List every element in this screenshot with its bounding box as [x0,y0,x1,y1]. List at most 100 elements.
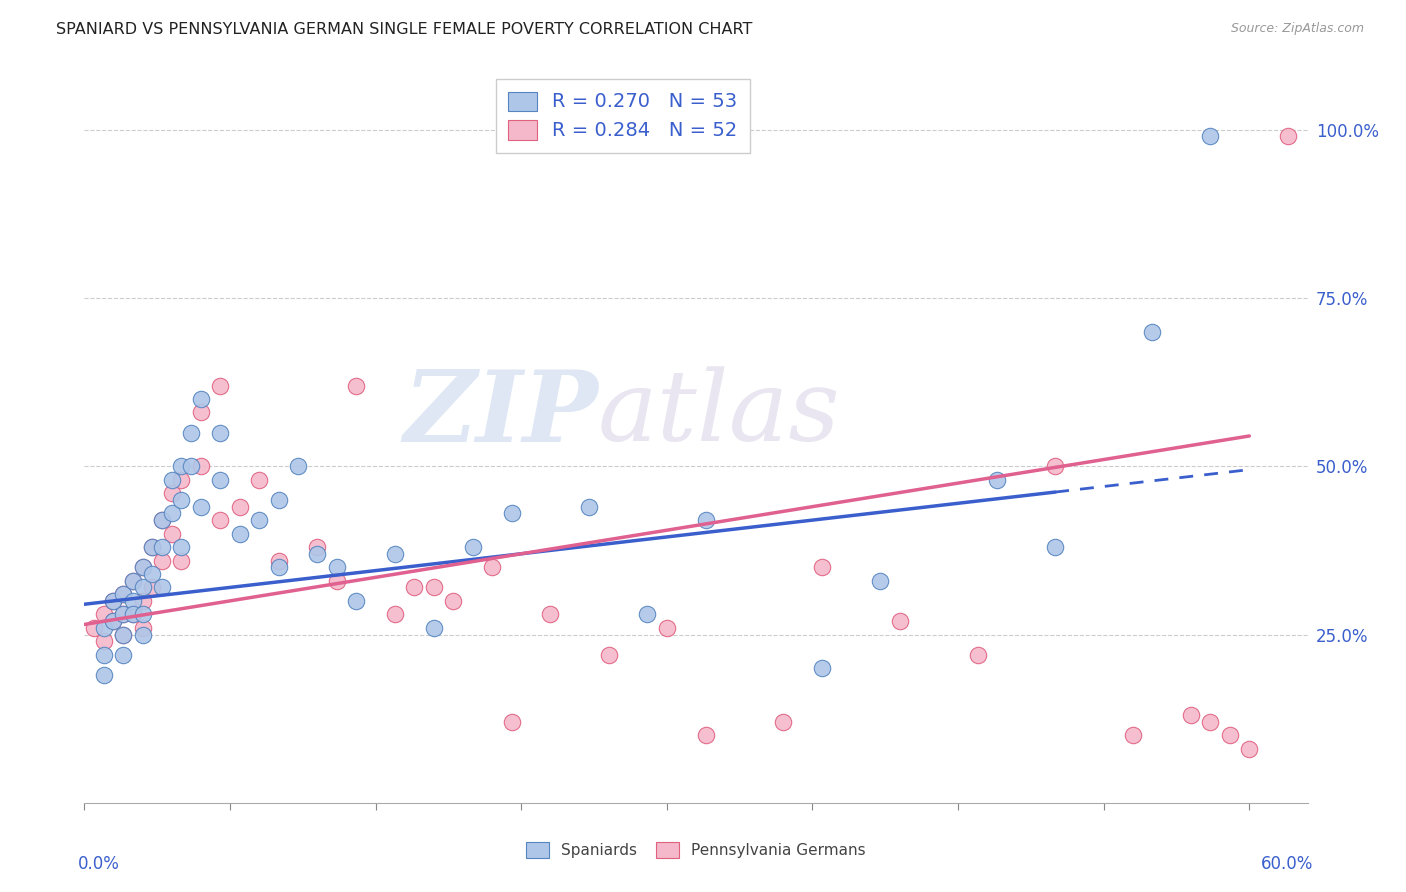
Point [103,614,125,628]
Point [93,607,115,622]
Point [141,540,163,554]
Text: 0.0%: 0.0% [79,855,120,872]
Point [122,607,145,622]
Point [209,425,232,440]
Y-axis label: Single Female Poverty: Single Female Poverty [0,348,7,517]
Text: SPANIARD VS PENNSYLVANIA GERMAN SINGLE FEMALE POVERTY CORRELATION CHART: SPANIARD VS PENNSYLVANIA GERMAN SINGLE F… [56,22,752,37]
Point [160,473,183,487]
Point [103,594,125,608]
Text: Source: ZipAtlas.com: Source: ZipAtlas.com [1230,22,1364,36]
Point [481,560,503,574]
Point [267,553,290,567]
Point [247,473,270,487]
Point [326,574,349,588]
Point [170,540,193,554]
Point [170,459,193,474]
Point [131,581,153,595]
Point [150,513,173,527]
Point [150,513,173,527]
Point [1239,742,1261,756]
Point [160,507,183,521]
Point [695,729,717,743]
Point [1043,540,1066,554]
Text: 60.0%: 60.0% [1261,855,1313,872]
Point [112,627,135,641]
Point [384,607,406,622]
Point [966,648,988,662]
Point [160,486,183,500]
Point [150,581,173,595]
Point [423,581,446,595]
Point [190,392,212,406]
Point [112,587,135,601]
Point [695,513,717,527]
Point [160,526,183,541]
Point [267,492,290,507]
Point [287,459,309,474]
Point [131,607,153,622]
Point [209,513,232,527]
Point [112,648,135,662]
Point [93,621,115,635]
Point [83,621,105,635]
Point [103,594,125,608]
Point [93,634,115,648]
Point [122,574,145,588]
Point [93,668,115,682]
Point [150,540,173,554]
Point [228,526,250,541]
Point [228,500,250,514]
Point [122,594,145,608]
Point [247,513,270,527]
Text: atlas: atlas [598,367,841,462]
Point [404,581,426,595]
Point [170,492,193,507]
Point [131,621,153,635]
Text: ZIP: ZIP [404,366,598,462]
Point [344,378,367,392]
Point [636,607,658,622]
Point [131,560,153,574]
Point [267,560,290,574]
Point [112,607,135,622]
Point [384,547,406,561]
Point [869,574,891,588]
Point [93,648,115,662]
Point [1180,708,1202,723]
Point [141,540,163,554]
Point [1219,729,1241,743]
Point [170,473,193,487]
Point [578,500,600,514]
Point [307,540,329,554]
Point [889,614,911,628]
Point [150,553,173,567]
Point [141,581,163,595]
Point [344,594,367,608]
Point [122,574,145,588]
Point [811,661,834,675]
Point [131,594,153,608]
Point [190,459,212,474]
Point [180,459,202,474]
Point [1043,459,1066,474]
Point [190,500,212,514]
Point [811,560,834,574]
Point [131,627,153,641]
Point [538,607,561,622]
Point [461,540,484,554]
Point [131,560,153,574]
Point [307,547,329,561]
Point [141,566,163,581]
Point [986,473,1008,487]
Point [1277,129,1299,144]
Point [190,405,212,419]
Point [1122,729,1144,743]
Point [103,614,125,628]
Point [112,587,135,601]
Point [112,627,135,641]
Point [170,553,193,567]
Point [1199,129,1222,144]
Point [441,594,464,608]
Point [112,607,135,622]
Point [209,378,232,392]
